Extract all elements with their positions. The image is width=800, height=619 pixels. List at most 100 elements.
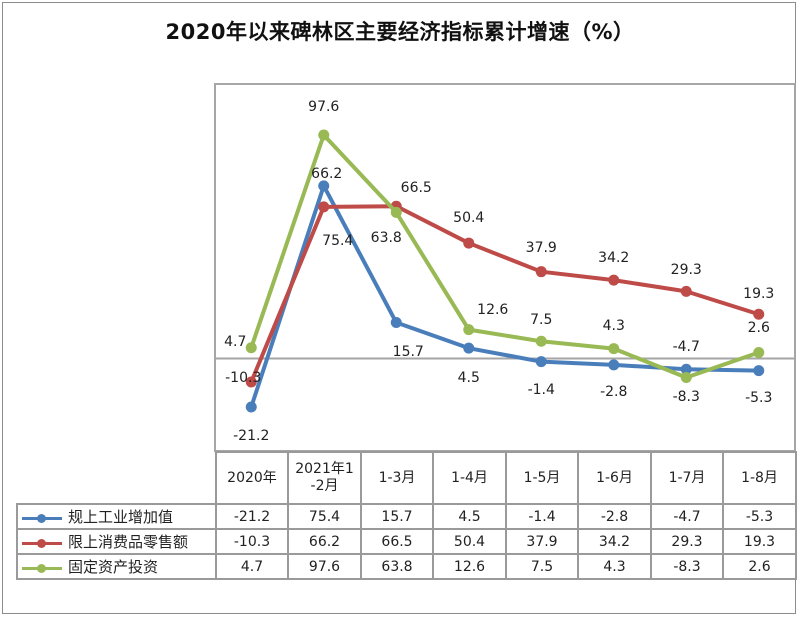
legend-label: 规上工业增加值 <box>68 508 174 526</box>
category-header: 1-3月 <box>360 451 434 505</box>
table-corner <box>17 452 217 505</box>
table-cell: 4.5 <box>432 503 507 530</box>
data-point <box>753 347 765 359</box>
table-cell: -21.2 <box>215 503 289 530</box>
data-point <box>753 308 765 320</box>
data-label: 19.3 <box>743 286 774 302</box>
legend-marker-icon <box>22 511 62 525</box>
category-label: 2021年1 -2月 <box>295 461 354 494</box>
legend-marker-icon <box>22 536 62 550</box>
table-cell: -1.4 <box>505 503 579 530</box>
data-label: 29.3 <box>671 262 702 278</box>
table-cell: 66.2 <box>287 528 362 555</box>
data-point <box>535 335 547 347</box>
series-line <box>249 133 760 380</box>
data-point <box>390 317 402 329</box>
data-point <box>318 129 330 141</box>
data-label: 66.2 <box>311 166 342 182</box>
table-cell: 34.2 <box>577 528 652 555</box>
data-label: -21.2 <box>233 428 269 444</box>
table-cell: 15.7 <box>360 503 434 530</box>
table-cell: 50.4 <box>432 528 507 555</box>
data-table: 2020年 2021年1 -2月 1-3月 1-4月 1-5月 1-6月 1-7月… <box>16 451 797 580</box>
data-point <box>245 376 257 388</box>
data-label: 34.2 <box>598 250 629 266</box>
table-cell: -10.3 <box>215 528 289 555</box>
category-header: 1-4月 <box>432 451 507 505</box>
category-label: 1-7月 <box>668 469 706 486</box>
category-label: 1-3月 <box>378 469 416 486</box>
legend-entry: 规上工业增加值 <box>16 503 217 530</box>
table-cell: 19.3 <box>722 528 797 555</box>
plot-area <box>214 83 796 452</box>
data-point <box>680 371 692 383</box>
data-label: 2.6 <box>748 320 770 336</box>
table-row: 限上消费品零售额 -10.3 66.2 66.5 50.4 37.9 34.2 29.3 19.… <box>16 528 797 555</box>
data-label: -4.7 <box>673 339 700 355</box>
data-label: 37.9 <box>526 240 557 256</box>
table-cell: 97.6 <box>287 553 362 580</box>
category-label: 1-6月 <box>596 469 633 486</box>
category-header: 1-7月 <box>650 451 724 505</box>
legend-entry: 固定资产投资 <box>16 553 217 580</box>
data-label: -10.3 <box>225 370 261 386</box>
data-point <box>463 237 475 249</box>
table-cell: 7.5 <box>505 553 579 580</box>
legend-label: 固定资产投资 <box>68 558 159 576</box>
data-point <box>318 180 330 192</box>
table-cell: 37.9 <box>505 528 579 555</box>
category-header: 2020年 <box>215 451 289 505</box>
data-label: 4.7 <box>224 334 246 350</box>
table-cell: -8.3 <box>650 553 724 580</box>
data-point <box>245 401 257 413</box>
data-point <box>245 342 257 354</box>
data-label: 15.7 <box>393 344 424 360</box>
chart-title: 2020年以来碑林区主要经济指标累计增速（%） <box>165 20 635 44</box>
table-header-row: 2020年 2021年1 -2月 1-3月 1-4月 1-5月 1-6月 1-7月… <box>17 451 797 505</box>
data-label: 97.6 <box>308 99 339 115</box>
data-label: -5.3 <box>745 390 772 406</box>
data-point <box>463 324 475 336</box>
data-label: 66.5 <box>401 180 432 196</box>
category-label: 1-5月 <box>523 469 561 486</box>
data-label: -2.8 <box>600 384 627 400</box>
data-label: -1.4 <box>528 382 555 398</box>
table-cell: -5.3 <box>722 503 797 530</box>
data-point <box>535 266 547 278</box>
category-header: 2021年1 -2月 <box>287 451 362 505</box>
table-cell: 63.8 <box>360 553 434 580</box>
data-point <box>680 285 692 297</box>
data-point <box>608 343 620 355</box>
data-point <box>753 365 765 377</box>
data-label: 75.4 <box>322 233 353 249</box>
table-cell: 12.6 <box>432 553 507 580</box>
data-label: 63.8 <box>371 230 402 246</box>
data-label: -8.3 <box>673 389 700 405</box>
data-point <box>463 342 475 354</box>
data-point <box>535 356 547 368</box>
table-cell: 4.7 <box>215 553 289 580</box>
table-cell: -4.7 <box>650 503 724 530</box>
table-cell: 29.3 <box>650 528 724 555</box>
category-header: 1-6月 <box>577 451 652 505</box>
data-point <box>390 206 402 218</box>
category-label: 1-4月 <box>451 469 488 486</box>
table-cell: -2.8 <box>577 503 652 530</box>
data-label: 50.4 <box>453 210 484 226</box>
table-cell: 66.5 <box>360 528 434 555</box>
data-label: 7.5 <box>530 312 552 328</box>
category-label: 2020年 <box>227 469 277 486</box>
data-point <box>608 359 620 371</box>
data-point <box>680 363 692 375</box>
category-label: 1-8月 <box>741 469 778 486</box>
data-label: 12.6 <box>477 302 508 318</box>
legend-entry: 限上消费品零售额 <box>16 528 217 555</box>
table-cell: 2.6 <box>722 553 797 580</box>
category-header: 1-5月 <box>505 451 579 505</box>
category-header: 1-8月 <box>722 451 797 505</box>
series-line <box>249 204 760 383</box>
data-label: 4.5 <box>458 370 480 386</box>
legend-label: 限上消费品零售额 <box>68 533 189 551</box>
table-row: 规上工业增加值 -21.2 75.4 15.7 4.5 -1.4 -2.8 -4.7 -5.3 <box>16 503 797 530</box>
